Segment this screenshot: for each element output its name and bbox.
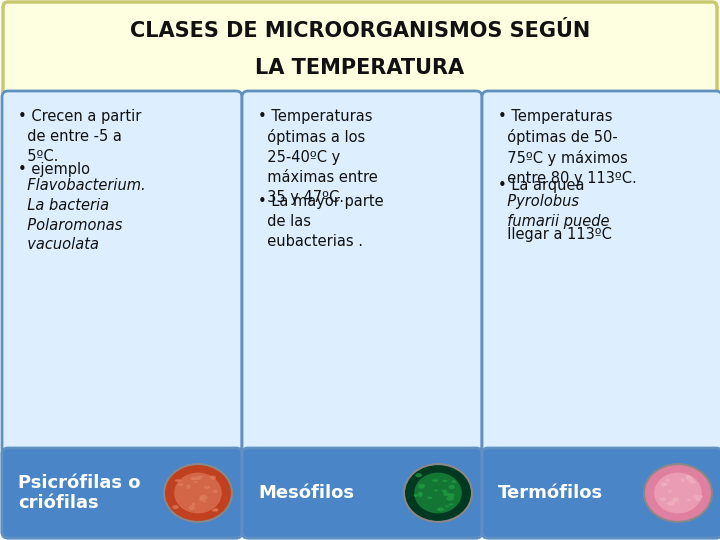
Ellipse shape: [445, 505, 449, 508]
Text: Pyrolobus
  fumarii puede: Pyrolobus fumarii puede: [498, 194, 610, 229]
Ellipse shape: [688, 479, 693, 482]
Ellipse shape: [203, 501, 206, 503]
Ellipse shape: [186, 484, 190, 489]
Ellipse shape: [654, 472, 702, 514]
Ellipse shape: [213, 490, 217, 493]
Ellipse shape: [418, 484, 425, 489]
Text: CLASES DE MICROORGANISMOS SEGÚN: CLASES DE MICROORGANISMOS SEGÚN: [130, 21, 590, 41]
Ellipse shape: [204, 486, 210, 489]
Ellipse shape: [174, 472, 222, 514]
Text: Termófilos: Termófilos: [498, 484, 603, 502]
Ellipse shape: [434, 489, 438, 491]
Ellipse shape: [673, 497, 680, 502]
Text: • ejemplo: • ejemplo: [18, 162, 90, 177]
Ellipse shape: [415, 473, 422, 477]
Ellipse shape: [175, 479, 181, 482]
Text: • La arquea: • La arquea: [498, 178, 585, 193]
Ellipse shape: [681, 478, 685, 482]
Ellipse shape: [451, 480, 456, 483]
Ellipse shape: [418, 492, 423, 496]
Ellipse shape: [413, 494, 418, 497]
Ellipse shape: [441, 490, 447, 492]
Ellipse shape: [442, 480, 447, 482]
FancyBboxPatch shape: [2, 448, 242, 538]
Text: • Temperaturas
  óptimas de 50-
  75ºC y máximos
  entre 80 y 113ºC.: • Temperaturas óptimas de 50- 75ºC y máx…: [498, 109, 636, 186]
Ellipse shape: [192, 502, 195, 506]
Ellipse shape: [172, 505, 179, 509]
FancyBboxPatch shape: [242, 91, 482, 538]
Ellipse shape: [449, 503, 454, 505]
FancyBboxPatch shape: [482, 91, 720, 538]
Ellipse shape: [689, 480, 696, 484]
Ellipse shape: [693, 495, 701, 499]
Text: • La mayor parte
  de las
  eubacterias .: • La mayor parte de las eubacterias .: [258, 194, 384, 249]
Ellipse shape: [194, 477, 201, 480]
Ellipse shape: [214, 508, 218, 511]
Ellipse shape: [662, 483, 668, 485]
FancyBboxPatch shape: [482, 448, 720, 538]
Ellipse shape: [685, 476, 693, 481]
Ellipse shape: [199, 498, 204, 501]
Ellipse shape: [189, 505, 194, 510]
Ellipse shape: [687, 498, 691, 502]
Ellipse shape: [437, 508, 444, 511]
Ellipse shape: [660, 482, 667, 487]
Ellipse shape: [667, 502, 674, 506]
Ellipse shape: [427, 497, 433, 499]
FancyBboxPatch shape: [2, 91, 242, 538]
Ellipse shape: [672, 498, 676, 502]
Ellipse shape: [414, 472, 462, 514]
Ellipse shape: [447, 493, 455, 497]
Ellipse shape: [659, 497, 667, 501]
Text: • Crecen a partir
  de entre -5 a
  5ºC.: • Crecen a partir de entre -5 a 5ºC.: [18, 109, 141, 164]
Text: • Temperaturas
  óptimas a los
  25-40ºC y
  máximas entre
  35 y 47ºC.: • Temperaturas óptimas a los 25-40ºC y m…: [258, 109, 378, 205]
Ellipse shape: [432, 479, 438, 482]
Ellipse shape: [191, 476, 195, 481]
Ellipse shape: [644, 464, 712, 522]
Ellipse shape: [443, 492, 449, 496]
Ellipse shape: [210, 475, 216, 480]
Ellipse shape: [449, 485, 455, 489]
Ellipse shape: [696, 498, 701, 501]
Ellipse shape: [668, 490, 672, 493]
Ellipse shape: [199, 495, 207, 500]
Ellipse shape: [700, 495, 703, 498]
Ellipse shape: [197, 476, 204, 478]
Ellipse shape: [164, 464, 232, 522]
Ellipse shape: [667, 502, 675, 505]
Ellipse shape: [194, 481, 198, 483]
Text: llegar a 113ºC: llegar a 113ºC: [498, 227, 612, 242]
Ellipse shape: [212, 509, 218, 512]
Ellipse shape: [178, 483, 184, 486]
FancyBboxPatch shape: [242, 448, 482, 538]
Ellipse shape: [404, 464, 472, 522]
Text: Mesófilos: Mesófilos: [258, 484, 354, 502]
FancyBboxPatch shape: [3, 2, 717, 97]
Ellipse shape: [685, 475, 690, 479]
Text: LA TEMPERATURA: LA TEMPERATURA: [256, 58, 464, 78]
Ellipse shape: [446, 496, 454, 501]
Ellipse shape: [418, 492, 423, 497]
Text: Psicrófilas o
criófilas: Psicrófilas o criófilas: [18, 474, 140, 512]
Ellipse shape: [665, 479, 670, 482]
Text: Flavobacterium.
  La bacteria
  Polaromonas
  vacuolata: Flavobacterium. La bacteria Polaromonas …: [18, 178, 145, 253]
